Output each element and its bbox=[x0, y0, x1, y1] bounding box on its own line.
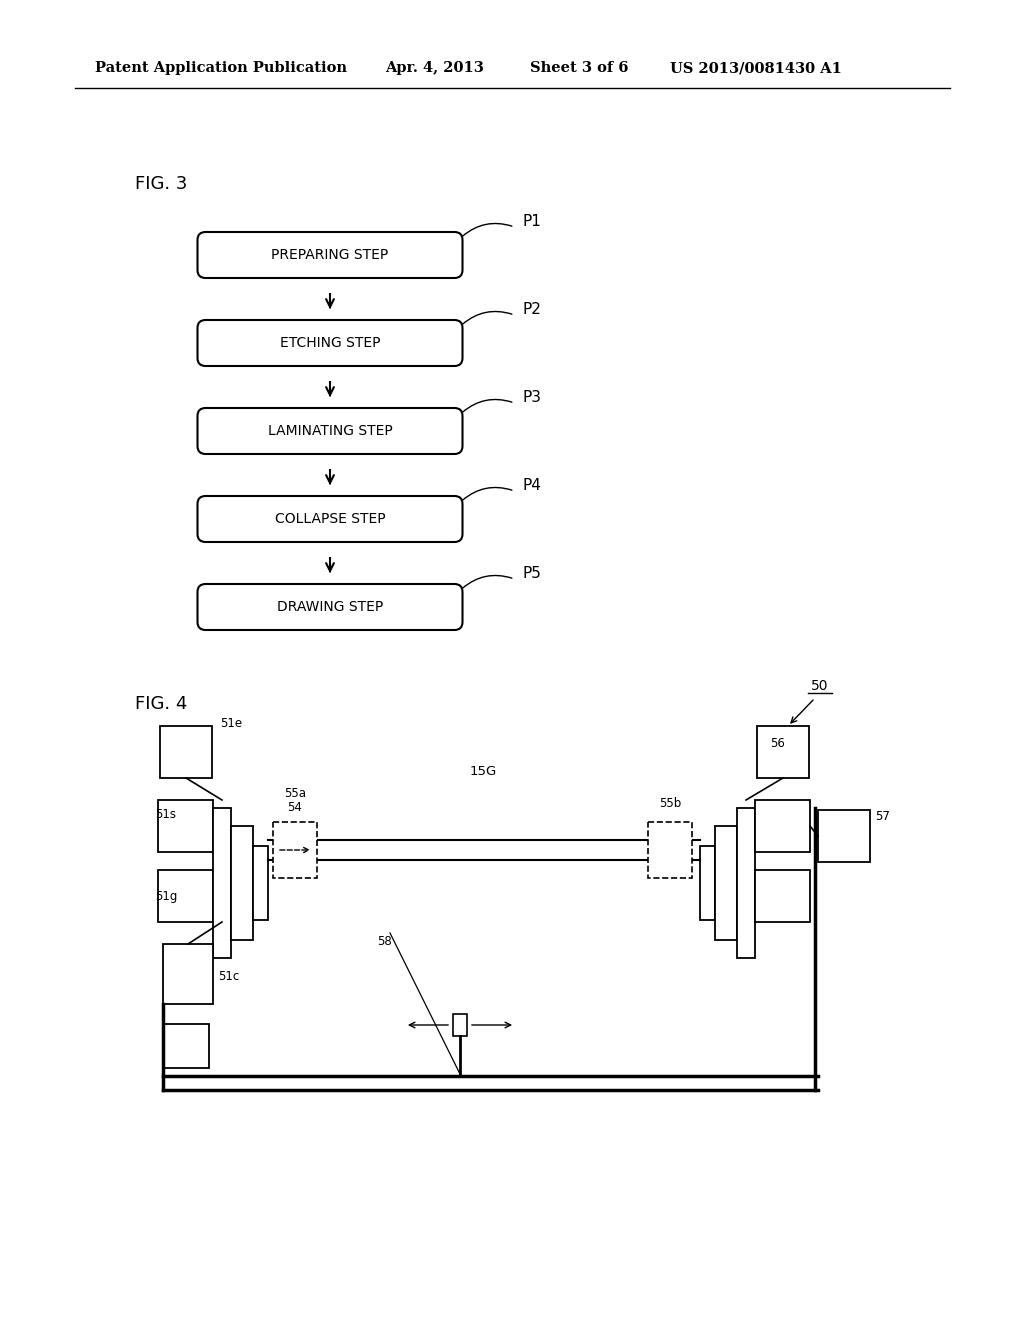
Text: US 2013/0081430 A1: US 2013/0081430 A1 bbox=[670, 61, 842, 75]
Bar bbox=[715, 826, 737, 940]
Text: H: H bbox=[290, 846, 300, 859]
Text: Sheet 3 of 6: Sheet 3 of 6 bbox=[530, 61, 629, 75]
Text: 57: 57 bbox=[874, 810, 890, 822]
Text: ETCHING STEP: ETCHING STEP bbox=[280, 337, 380, 350]
Bar bbox=[757, 726, 809, 777]
FancyBboxPatch shape bbox=[198, 232, 463, 279]
Text: Apr. 4, 2013: Apr. 4, 2013 bbox=[385, 61, 484, 75]
Text: P3: P3 bbox=[522, 391, 542, 405]
Text: P4: P4 bbox=[522, 479, 542, 494]
Text: 58: 58 bbox=[378, 935, 392, 948]
Bar bbox=[755, 870, 810, 921]
Bar bbox=[163, 1024, 209, 1068]
Text: P2: P2 bbox=[522, 302, 542, 318]
FancyBboxPatch shape bbox=[198, 408, 463, 454]
Bar bbox=[158, 800, 213, 851]
Bar bbox=[253, 846, 268, 920]
FancyBboxPatch shape bbox=[198, 496, 463, 543]
Bar bbox=[273, 822, 317, 878]
Bar bbox=[648, 822, 692, 878]
FancyBboxPatch shape bbox=[198, 583, 463, 630]
Text: P1: P1 bbox=[522, 214, 542, 230]
Bar bbox=[737, 808, 755, 958]
Text: PREPARING STEP: PREPARING STEP bbox=[271, 248, 389, 261]
Text: 55a: 55a bbox=[284, 787, 306, 800]
Bar bbox=[158, 870, 213, 921]
FancyBboxPatch shape bbox=[198, 319, 463, 366]
Text: Patent Application Publication: Patent Application Publication bbox=[95, 61, 347, 75]
Text: 54: 54 bbox=[288, 801, 302, 814]
Text: 15G: 15G bbox=[470, 766, 498, 777]
Text: LAMINATING STEP: LAMINATING STEP bbox=[267, 424, 392, 438]
Bar bbox=[231, 826, 253, 940]
Text: 56: 56 bbox=[770, 737, 784, 750]
Text: DRAWING STEP: DRAWING STEP bbox=[276, 601, 383, 614]
Bar bbox=[213, 808, 231, 958]
Bar bbox=[700, 846, 715, 920]
Bar bbox=[160, 726, 212, 777]
Text: 51e: 51e bbox=[220, 717, 242, 730]
Bar bbox=[163, 944, 213, 1005]
Text: 50: 50 bbox=[811, 678, 828, 693]
Text: COLLAPSE STEP: COLLAPSE STEP bbox=[274, 512, 385, 525]
Bar bbox=[453, 1014, 467, 1036]
Bar bbox=[818, 810, 870, 862]
Text: 55b: 55b bbox=[658, 797, 681, 810]
Text: FIG. 4: FIG. 4 bbox=[135, 696, 187, 713]
Text: FIG. 3: FIG. 3 bbox=[135, 176, 187, 193]
Text: 51c: 51c bbox=[218, 970, 240, 983]
Text: P5: P5 bbox=[522, 566, 542, 582]
Bar bbox=[755, 800, 810, 851]
Text: 51s: 51s bbox=[155, 808, 176, 821]
Text: 51g: 51g bbox=[155, 890, 177, 903]
